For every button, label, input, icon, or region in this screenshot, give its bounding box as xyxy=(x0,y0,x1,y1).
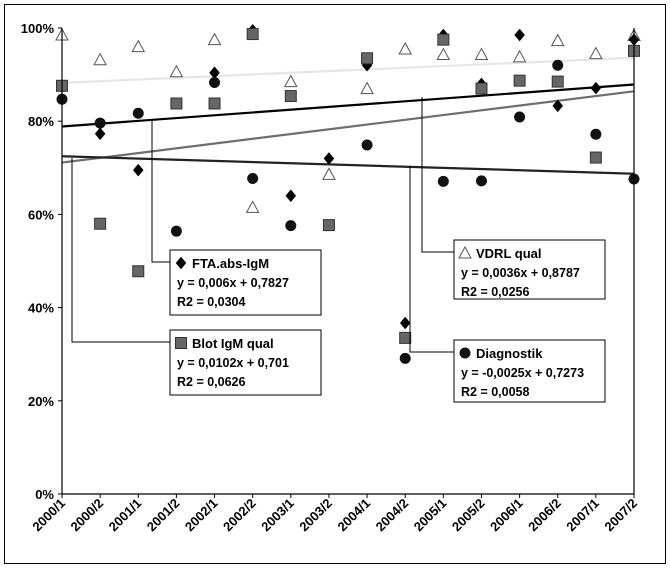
data-point xyxy=(246,28,259,41)
data-point xyxy=(399,316,411,330)
data-point xyxy=(552,59,564,71)
data-point xyxy=(514,111,526,123)
data-point xyxy=(437,33,450,46)
data-point xyxy=(399,352,411,364)
trendline xyxy=(61,155,635,175)
data-point xyxy=(513,74,526,87)
data-point xyxy=(208,97,221,110)
data-point xyxy=(93,52,107,66)
legend-box xyxy=(169,249,322,316)
data-point xyxy=(132,163,144,177)
legend-series-name: Blot IgM qual xyxy=(192,336,274,351)
data-point xyxy=(207,32,222,46)
legend-r2: R2 = 0,0256 xyxy=(461,285,530,299)
legend-box xyxy=(169,329,322,396)
data-point xyxy=(436,47,451,61)
data-point xyxy=(132,265,145,278)
data-point xyxy=(514,28,525,42)
legend-box xyxy=(453,339,606,403)
legend-box xyxy=(453,239,606,300)
y-tick-label: 0% xyxy=(35,487,54,502)
legend-leader-line xyxy=(409,166,454,353)
y-tick-label: 40% xyxy=(28,301,54,316)
data-point xyxy=(512,49,527,63)
data-point xyxy=(94,217,107,230)
data-point xyxy=(590,81,602,95)
trendline xyxy=(61,56,635,84)
legend-leaders xyxy=(71,97,454,353)
data-points xyxy=(55,23,641,364)
data-point xyxy=(550,33,565,47)
data-point xyxy=(132,107,144,119)
data-point xyxy=(284,90,297,103)
legend-leader-line xyxy=(71,158,170,343)
y-tick-label: 20% xyxy=(28,394,54,409)
data-point xyxy=(170,97,183,110)
legend-equation: y = 0,0102x + 0,701 xyxy=(177,356,289,370)
data-point xyxy=(590,128,602,140)
data-point xyxy=(322,219,335,232)
data-point xyxy=(131,39,146,53)
trendline xyxy=(61,83,635,128)
data-point xyxy=(474,47,489,61)
y-tick-label: 80% xyxy=(28,114,54,129)
data-point xyxy=(94,127,106,141)
legend-equation: y = 0,0036x + 0,8787 xyxy=(461,266,580,280)
data-point xyxy=(589,46,603,60)
legend-marker xyxy=(458,245,472,259)
legend-marker xyxy=(459,347,471,359)
data-point xyxy=(475,82,488,95)
data-point xyxy=(399,331,412,344)
data-point xyxy=(169,64,184,78)
legend-r2: R2 = 0,0626 xyxy=(177,375,246,389)
legend-r2: R2 = 0,0304 xyxy=(177,295,246,309)
data-point xyxy=(209,77,221,89)
data-point xyxy=(589,151,602,164)
data-point xyxy=(552,99,564,113)
legend-r2: R2 = 0,0058 xyxy=(461,385,530,399)
legend-marker xyxy=(175,337,187,349)
data-point xyxy=(170,225,182,237)
data-point xyxy=(94,117,106,129)
data-point xyxy=(285,189,297,203)
data-point xyxy=(247,173,259,185)
data-point xyxy=(437,175,449,187)
data-point xyxy=(398,41,413,55)
data-point xyxy=(475,175,487,187)
legend-series-name: FTA.abs-IgM xyxy=(192,256,269,271)
data-point xyxy=(283,74,298,88)
legend-equation: y = -0,0025x + 0,7273 xyxy=(461,366,584,380)
data-point xyxy=(285,220,297,232)
data-point xyxy=(360,81,374,95)
legend-series-name: Diagnostik xyxy=(476,346,543,361)
data-point xyxy=(361,139,373,151)
legend-leader-line xyxy=(421,97,454,253)
data-point xyxy=(245,200,260,213)
trendline xyxy=(61,90,635,164)
data-point xyxy=(322,167,336,180)
data-point xyxy=(323,152,335,165)
trendlines xyxy=(61,56,635,175)
legend-series-name: VDRL qual xyxy=(476,246,542,261)
y-tick-label: 60% xyxy=(28,207,54,222)
legend-equation: y = 0,006x + 0,7827 xyxy=(177,276,289,290)
y-tick-label: 100% xyxy=(21,21,55,36)
legend-leader-line xyxy=(151,121,170,263)
data-point xyxy=(361,52,374,65)
legend-boxes: FTA.abs-IgM y = 0,006x + 0,7827 R2 = 0,030… xyxy=(169,239,606,403)
legend-marker xyxy=(175,256,187,270)
data-point xyxy=(551,75,564,88)
